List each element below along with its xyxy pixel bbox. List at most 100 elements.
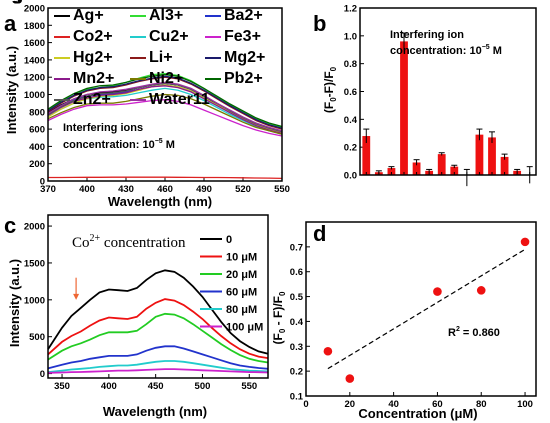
panel-a-xtick-label: 490 xyxy=(196,184,212,195)
panel-b-ylabel-a: (F xyxy=(322,102,336,113)
panel-a-xtick-label: 460 xyxy=(157,184,173,195)
panel-b-ytick-label: 1.2 xyxy=(344,4,357,15)
panel-a-series-line xyxy=(47,85,283,135)
panel-c-title-text: concentration xyxy=(100,235,186,251)
panel-b-annotation-line1: Interfering ion xyxy=(390,29,464,41)
panel-c-title-ion: Co xyxy=(72,235,90,251)
panel-d-ytick-label: 0.3 xyxy=(290,342,303,353)
panel-b-bar xyxy=(500,156,509,175)
panel-d-xtick-label: 0 xyxy=(303,399,308,410)
panel-d-annotation: R2 = 0.860 xyxy=(448,326,500,339)
panel-d-point xyxy=(476,286,486,295)
[object Object]: Pb9 xyxy=(0,0,29,4)
[object Object]: Cu9 xyxy=(0,0,30,4)
panel-d-point xyxy=(323,346,333,356)
panel-a-ylabel: Intensity (a.u.) xyxy=(4,46,19,134)
panel-d-ylabel-a: (F xyxy=(271,333,285,344)
panel-b-frame xyxy=(359,7,537,176)
panel-c-ytick-label: 1500 xyxy=(24,258,45,269)
panel-d-ylabel-b: - F)/F xyxy=(271,296,285,329)
panel-c-plot: 0 500 1000 1500 2000 350 400 450 500 550 0 10 μM 20 … xyxy=(24,214,269,392)
panel-a-plot: 0 200 400 600 800 1000 1200 1400 1600 1800 2000 370… xyxy=(24,4,290,196)
[object Object]: Cu2+ xyxy=(149,28,189,45)
[object Object]: Li9 xyxy=(0,0,23,4)
panel-c-ytick-label: 0 xyxy=(40,369,45,380)
[object Object]: Zn9 xyxy=(0,0,29,4)
panel-a-frame xyxy=(47,7,283,182)
panel-c-xtick-label: 400 xyxy=(101,381,117,392)
panel-d-annotation-exp: 2 xyxy=(456,326,460,333)
panel-c-series-line xyxy=(47,298,269,359)
panel-a-ytick-label: 0 xyxy=(40,177,45,188)
panel-d-xtick-label: 20 xyxy=(345,399,356,410)
panel-c-xlabel: Wavelength (nm) xyxy=(103,404,207,419)
panel-a-ytick-label: 1400 xyxy=(24,55,45,66)
panel-b-ylabel-sub2: 0 xyxy=(329,66,338,71)
panel-c-ylabel: Intensity (a.u.) xyxy=(7,259,22,347)
panel-b-bar xyxy=(412,162,421,175)
panel-c-ytick-label: 1000 xyxy=(24,295,45,306)
panel-c-xtick-label: 350 xyxy=(54,381,70,392)
panel-a-series-line xyxy=(47,84,283,134)
panel-b-annotation-exponent: −5 xyxy=(482,44,490,51)
panel-d-point xyxy=(345,374,355,383)
[object Object]: Ba2+ xyxy=(224,7,263,24)
panel-a-xtick-label: 550 xyxy=(274,184,290,195)
panel-a-series-line xyxy=(47,99,283,137)
panel-b-bar xyxy=(488,137,496,175)
panel-c: c 0 500 1000 1500 2000 350 400 450 500 550 0 10 μM 2… xyxy=(4,213,269,419)
panel-b-ylabel-b: -F)/F xyxy=(322,71,336,97)
panel-c-legend-label: 0 xyxy=(226,234,232,246)
panel-a-ytick-label: 600 xyxy=(29,125,45,136)
panel-a-annotation-text: concentration: 10 xyxy=(63,139,155,151)
panel-a: a 0 200 400 600 800 1000 1200 1400 1600 1800 2000 3… xyxy=(4,4,290,210)
panel-d-ytick-label: 0.4 xyxy=(290,317,304,328)
panel-d-point xyxy=(433,287,442,296)
panel-c-legend-label: 10 μM xyxy=(226,252,257,264)
panel-c-arrow-head xyxy=(73,293,80,300)
panel-c-legend-label: 100 μM xyxy=(226,322,263,334)
[object Object]: Hg2+ xyxy=(73,49,113,66)
panel-a-ytick-label: 800 xyxy=(29,107,45,118)
[object Object]: Al3+ xyxy=(149,7,183,24)
[object Object]: Ag+ xyxy=(73,7,104,24)
panel-d-frame xyxy=(305,221,537,397)
panel-a-xlabel: Wavelength (nm) xyxy=(108,194,212,209)
[object Object]: Co9 xyxy=(0,0,30,4)
panel-b-annotation-text: concentration: 10 xyxy=(390,45,482,57)
panel-b-bar xyxy=(437,154,446,175)
panel-a-series-line xyxy=(47,93,283,135)
panel-d-ytick-label: 0.6 xyxy=(290,267,303,278)
panel-a-series-line xyxy=(48,176,283,180)
panel-c-ytick-label: 2000 xyxy=(24,222,45,233)
panel-b: b 0.00.20.40.60.81.01.2Ag9Al9Ba9Co9Cu9Fe… xyxy=(0,0,537,187)
panel-b-ylabel-sub1: 0 xyxy=(329,97,338,102)
panel-b-bar xyxy=(400,41,408,176)
panel-d-ytick-label: 0.1 xyxy=(290,392,304,403)
[object Object]: Mn9 xyxy=(0,0,32,4)
[object Object]: Hg9 xyxy=(0,0,30,4)
[object Object]: Li+ xyxy=(149,49,173,66)
panel-c-legend-label: 80 μM xyxy=(226,304,257,316)
panel-b-bar xyxy=(387,168,396,175)
panel-c-legend-label: 20 μM xyxy=(226,269,257,281)
panel-a-series-line xyxy=(47,81,283,132)
panel-c-frame xyxy=(47,214,269,379)
[object Object]: Ag9 xyxy=(0,0,30,4)
[object Object]: Mg9 xyxy=(0,0,32,4)
panel-a-series-line xyxy=(47,82,283,133)
panel-b-ytick-label: 0.4 xyxy=(344,115,358,126)
[object Object]: Co2+ xyxy=(73,28,113,45)
panel-d-ytick-label: 0.2 xyxy=(290,367,303,378)
panel-c-series-line xyxy=(47,269,269,355)
panel-b-bar xyxy=(450,166,459,175)
[object Object]: Pb2+ xyxy=(224,70,263,87)
panel-a-ytick-label: 200 xyxy=(29,159,45,170)
[object Object]: Mg2+ xyxy=(224,49,265,66)
panel-label-c: c xyxy=(4,213,16,238)
panel-d-xtick-label: 80 xyxy=(476,399,487,410)
panel-a-ytick-label: 400 xyxy=(29,142,45,153)
[object Object]: Fe3+ xyxy=(224,28,261,45)
[object Object]: Water11 xyxy=(149,91,210,108)
